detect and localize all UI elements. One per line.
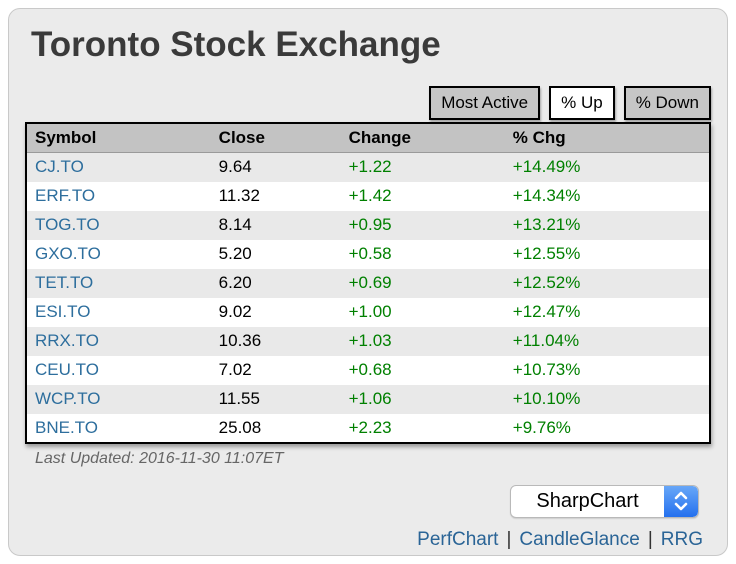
change-value: +0.58 xyxy=(348,244,392,263)
symbol-link[interactable]: BNE.TO xyxy=(35,417,98,437)
chart-type-select[interactable]: SharpChart xyxy=(510,484,699,518)
perfchart-link[interactable]: PerfChart xyxy=(417,528,499,550)
table-row: ERF.TO 11.32 +1.42 +14.34% xyxy=(26,181,710,211)
change-value: +1.22 xyxy=(348,157,392,177)
tab-percent-down[interactable]: % Down xyxy=(623,86,711,120)
chart-type-select-row: SharpChart xyxy=(9,484,699,518)
symbol-link[interactable]: TET.TO xyxy=(35,273,94,292)
table-row: CJ.TO 9.64 +1.22 +14.49% xyxy=(26,152,710,182)
change-value: +1.00 xyxy=(348,302,392,321)
pct-chg-value: +14.49% xyxy=(512,157,581,177)
table-header-row: Symbol Close Change % Chg xyxy=(26,123,710,153)
footer-links: PerfChart | CandleGlance | RRG xyxy=(9,529,703,551)
close-value: 7.02 xyxy=(218,360,252,379)
symbol-link[interactable]: WCP.TO xyxy=(35,389,101,408)
change-value: +0.68 xyxy=(348,360,392,379)
column-header-pct-chg: % Chg xyxy=(504,123,710,153)
change-value: +2.23 xyxy=(348,417,392,437)
pct-chg-value: +10.73% xyxy=(512,360,581,379)
change-value: +1.06 xyxy=(348,389,392,408)
last-updated-text: Last Updated: 2016-11-30 11:07ET xyxy=(35,449,284,467)
pct-chg-value: +12.52% xyxy=(512,273,581,292)
table-row: ESI.TO 9.02 +1.00 +12.47% xyxy=(26,297,710,327)
market-summary-widget: Toronto Stock Exchange Most Active % Up … xyxy=(8,8,728,556)
pct-chg-value: +13.21% xyxy=(512,215,581,234)
close-value: 9.02 xyxy=(218,302,252,321)
close-value: 8.14 xyxy=(218,215,252,234)
symbol-link[interactable]: RRX.TO xyxy=(35,331,99,350)
table-row: TET.TO 6.20 +0.69 +12.52% xyxy=(26,268,710,298)
table-row: WCP.TO 11.55 +1.06 +10.10% xyxy=(26,384,710,414)
symbol-link[interactable]: ESI.TO xyxy=(35,302,91,321)
tab-most-active[interactable]: Most Active xyxy=(429,86,541,120)
rrg-link[interactable]: RRG xyxy=(660,528,703,550)
close-value: 11.32 xyxy=(218,186,260,205)
tab-percent-up[interactable]: % Up xyxy=(549,86,615,120)
stocks-table-container: Symbol Close Change % Chg CJ.TO 9.64 +1.… xyxy=(25,122,711,444)
table-row: BNE.TO 25.08 +2.23 +9.76% xyxy=(26,413,710,443)
candleglance-link[interactable]: CandleGlance xyxy=(519,528,640,550)
chart-type-selected-value: SharpChart xyxy=(536,489,639,512)
column-header-close: Close xyxy=(210,123,341,153)
link-separator: | xyxy=(647,528,653,550)
symbol-link[interactable]: TOG.TO xyxy=(35,215,100,234)
close-value: 25.08 xyxy=(218,417,262,437)
symbol-link[interactable]: ERF.TO xyxy=(35,186,96,205)
table-row: RRX.TO 10.36 +1.03 +11.04% xyxy=(26,326,710,356)
symbol-link[interactable]: CJ.TO xyxy=(35,157,84,177)
symbol-link[interactable]: GXO.TO xyxy=(35,244,101,263)
close-value: 11.55 xyxy=(218,389,260,408)
change-value: +0.95 xyxy=(348,215,392,234)
stocks-table: Symbol Close Change % Chg CJ.TO 9.64 +1.… xyxy=(25,122,711,444)
pct-chg-value: +9.76% xyxy=(512,417,571,437)
table-row: TOG.TO 8.14 +0.95 +13.21% xyxy=(26,210,710,240)
pct-chg-value: +14.34% xyxy=(512,186,581,205)
close-value: 9.64 xyxy=(218,157,252,177)
table-row: GXO.TO 5.20 +0.58 +12.55% xyxy=(26,239,710,269)
page-title: Toronto Stock Exchange xyxy=(31,25,441,64)
pct-chg-value: +12.47% xyxy=(512,302,581,321)
table-row: CEU.TO 7.02 +0.68 +10.73% xyxy=(26,355,710,385)
change-value: +1.42 xyxy=(348,186,392,205)
close-value: 6.20 xyxy=(218,273,252,292)
column-header-change: Change xyxy=(340,123,505,153)
pct-chg-value: +10.10% xyxy=(512,389,581,408)
close-value: 5.20 xyxy=(218,244,252,263)
symbol-link[interactable]: CEU.TO xyxy=(35,360,99,379)
tab-bar: Most Active % Up % Down xyxy=(9,86,711,120)
close-value: 10.36 xyxy=(218,331,262,350)
column-header-symbol: Symbol xyxy=(26,123,211,153)
link-separator: | xyxy=(506,528,512,550)
up-down-chevrons-icon xyxy=(664,485,698,517)
pct-chg-value: +12.55% xyxy=(512,244,581,263)
pct-chg-value: +11.04% xyxy=(512,331,580,350)
change-value: +0.69 xyxy=(348,273,392,292)
change-value: +1.03 xyxy=(348,331,392,350)
